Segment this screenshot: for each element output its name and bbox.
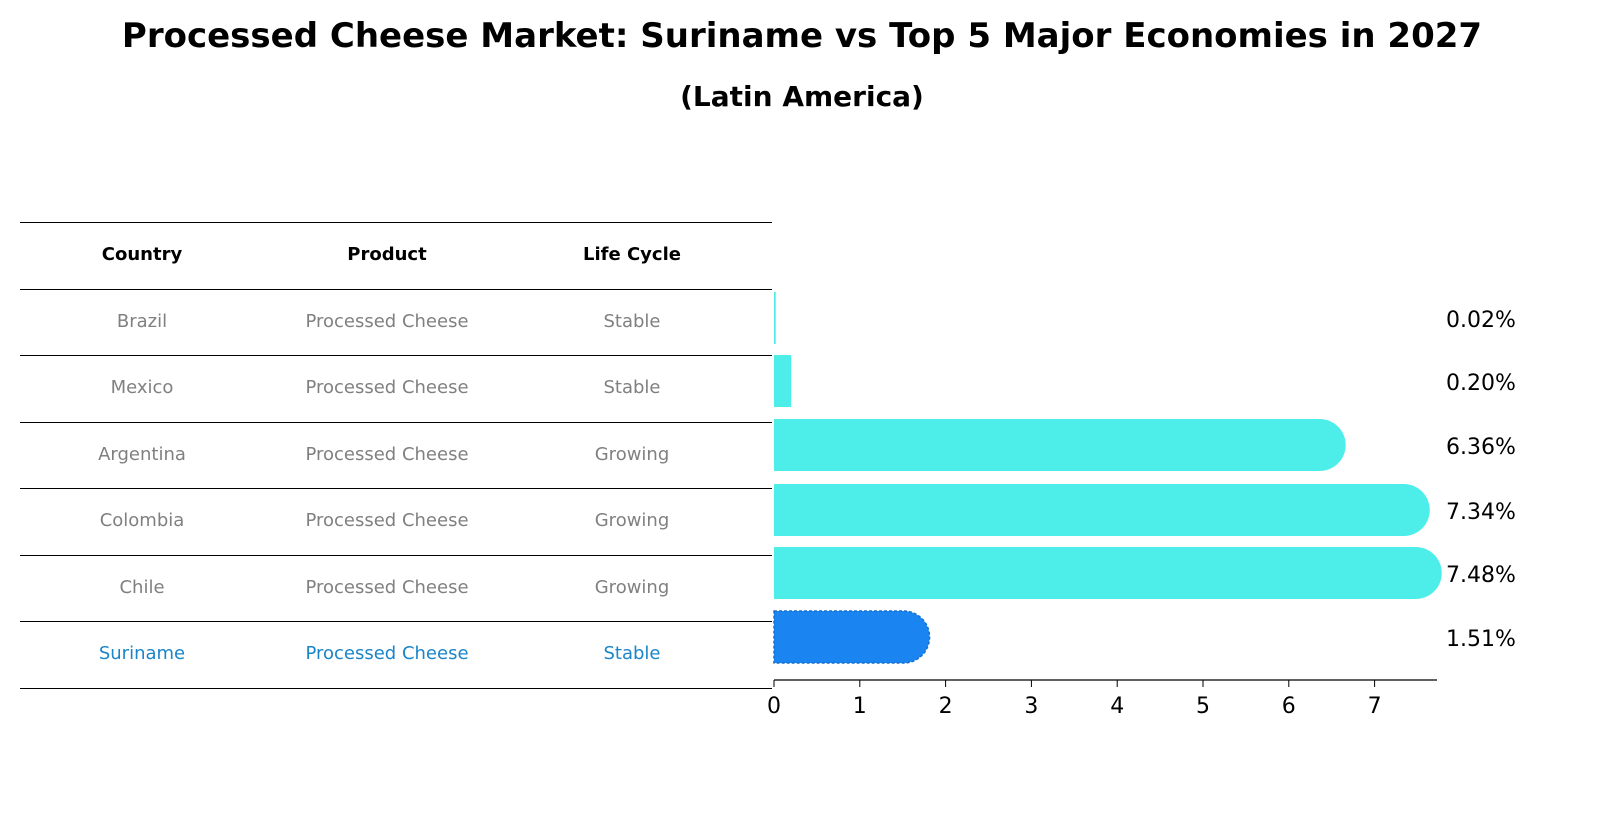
table-cell: Mexico: [110, 377, 174, 398]
chart-subtitle: (Latin America): [680, 80, 924, 113]
x-tick-label: 2: [939, 694, 953, 719]
table-header-cell: Product: [347, 244, 427, 265]
bar-value-label: 0.02%: [1446, 308, 1516, 333]
table-cell: Growing: [594, 577, 670, 598]
x-tick-label: 6: [1282, 694, 1296, 719]
bar-value-label: 6.36%: [1446, 435, 1516, 460]
table-cell: Processed Cheese: [305, 311, 469, 332]
table-cell: Growing: [594, 444, 670, 465]
table-rule: [20, 355, 772, 356]
table-rule: [20, 688, 772, 689]
table-rule: [20, 621, 772, 622]
table-rule: [20, 222, 772, 223]
bar-value-label: 0.20%: [1446, 371, 1516, 396]
bar: [774, 355, 792, 407]
bar: [774, 292, 776, 344]
table-cell: Stable: [603, 311, 661, 332]
x-tick-label: 7: [1368, 694, 1382, 719]
table-header-cell: Country: [101, 244, 183, 265]
table-cell: Stable: [603, 643, 661, 664]
table-cell: Colombia: [99, 510, 185, 531]
table-cell: Argentina: [98, 444, 186, 465]
bar-value-label: 7.48%: [1446, 563, 1516, 588]
table-cell: Suriname: [98, 643, 186, 664]
table-rule: [20, 422, 772, 423]
x-tick-label: 5: [1196, 694, 1210, 719]
table-cell: Processed Cheese: [305, 510, 469, 531]
table-rule: [20, 488, 772, 489]
bar-value-label: 1.51%: [1446, 627, 1516, 652]
table-header-cell: Life Cycle: [583, 244, 681, 265]
x-tick-label: 1: [853, 694, 867, 719]
bar: [773, 610, 931, 664]
x-tick-label: 0: [767, 694, 781, 719]
x-tick-label: 3: [1024, 694, 1038, 719]
bar-value-label: 7.34%: [1446, 500, 1516, 525]
table-cell: Stable: [603, 377, 661, 398]
chart-title: Processed Cheese Market: Suriname vs Top…: [121, 16, 1483, 56]
bar: [774, 484, 1430, 536]
table-cell: Processed Cheese: [305, 577, 469, 598]
table-rule: [20, 555, 772, 556]
x-tick-label: 4: [1110, 694, 1124, 719]
table-rule: [20, 289, 772, 290]
table-cell: Growing: [594, 510, 670, 531]
bar: [774, 419, 1346, 471]
table-cell: Processed Cheese: [305, 377, 469, 398]
table-cell: Chile: [119, 577, 165, 598]
table-cell: Processed Cheese: [305, 643, 469, 664]
bar: [774, 547, 1442, 599]
table-cell: Processed Cheese: [305, 444, 469, 465]
table-cell: Brazil: [116, 311, 168, 332]
